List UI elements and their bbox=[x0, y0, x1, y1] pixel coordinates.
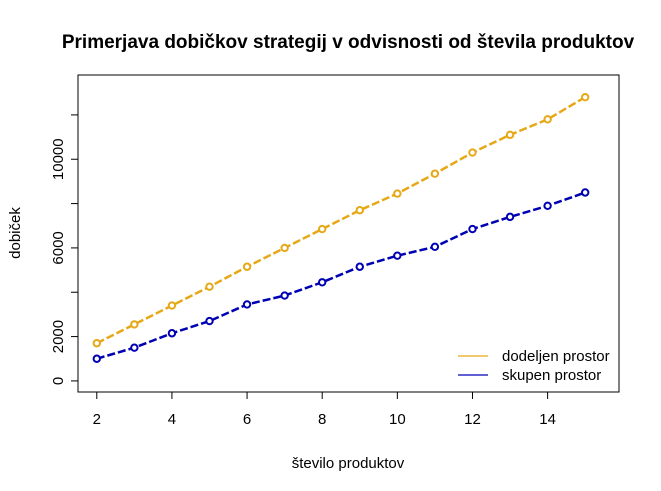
data-point bbox=[468, 148, 477, 157]
data-point bbox=[242, 300, 252, 309]
data-point bbox=[318, 278, 327, 287]
data-point bbox=[505, 130, 515, 140]
legend-label: skupen prostor bbox=[502, 367, 601, 384]
legend-label: dodeljen prostor bbox=[502, 348, 610, 365]
y-tick-label: 10000 bbox=[50, 138, 67, 180]
data-point bbox=[167, 301, 177, 310]
data-point bbox=[580, 92, 590, 102]
chart-title: Primerjava dobičkov strategij v odvisnos… bbox=[62, 32, 635, 53]
legend-item: dodeljen prostor bbox=[458, 348, 610, 365]
x-tick-label: 14 bbox=[539, 411, 556, 428]
data-point bbox=[543, 201, 552, 210]
data-point bbox=[205, 282, 214, 291]
data-point bbox=[130, 343, 139, 352]
x-tick-label: 10 bbox=[389, 411, 406, 428]
data-point bbox=[280, 243, 289, 253]
data-point bbox=[318, 224, 327, 234]
data-point bbox=[280, 291, 289, 300]
x-tick-label: 2 bbox=[93, 411, 101, 428]
x-tick-label: 8 bbox=[318, 411, 326, 428]
data-point bbox=[468, 224, 477, 234]
series-layer bbox=[92, 92, 590, 363]
data-point bbox=[580, 188, 590, 197]
data-point bbox=[543, 115, 552, 124]
y-tick-label: 2000 bbox=[50, 320, 67, 353]
data-point bbox=[92, 354, 101, 363]
data-point bbox=[355, 206, 364, 215]
plot-frame bbox=[77, 74, 620, 393]
data-point bbox=[92, 339, 101, 348]
y-tick-label: 6000 bbox=[50, 231, 67, 264]
x-axis-label: število produktov bbox=[292, 455, 405, 472]
x-tick-label: 4 bbox=[168, 411, 176, 428]
series-line bbox=[96, 96, 586, 345]
data-point bbox=[205, 316, 214, 326]
data-point bbox=[430, 169, 440, 178]
data-point bbox=[130, 320, 139, 329]
series-line bbox=[96, 191, 586, 360]
y-axis: 0 2000 6000 10000 bbox=[50, 114, 78, 385]
data-point bbox=[393, 189, 402, 198]
data-point bbox=[505, 212, 515, 222]
data-point bbox=[167, 329, 177, 338]
series-0 bbox=[92, 92, 590, 348]
x-tick-label: 12 bbox=[464, 411, 481, 428]
data-point bbox=[242, 262, 252, 271]
data-point bbox=[355, 262, 364, 271]
y-tick-label: 0 bbox=[50, 377, 67, 385]
data-point bbox=[430, 242, 440, 252]
data-point bbox=[393, 251, 402, 260]
x-tick-label: 6 bbox=[243, 411, 251, 428]
x-axis: 2 4 6 8 10 12 14 bbox=[93, 392, 556, 428]
series-1 bbox=[92, 188, 590, 363]
legend: dodeljen prostor skupen prostor bbox=[458, 348, 610, 384]
y-axis-label: dobiček bbox=[7, 207, 24, 259]
legend-item: skupen prostor bbox=[458, 367, 601, 384]
